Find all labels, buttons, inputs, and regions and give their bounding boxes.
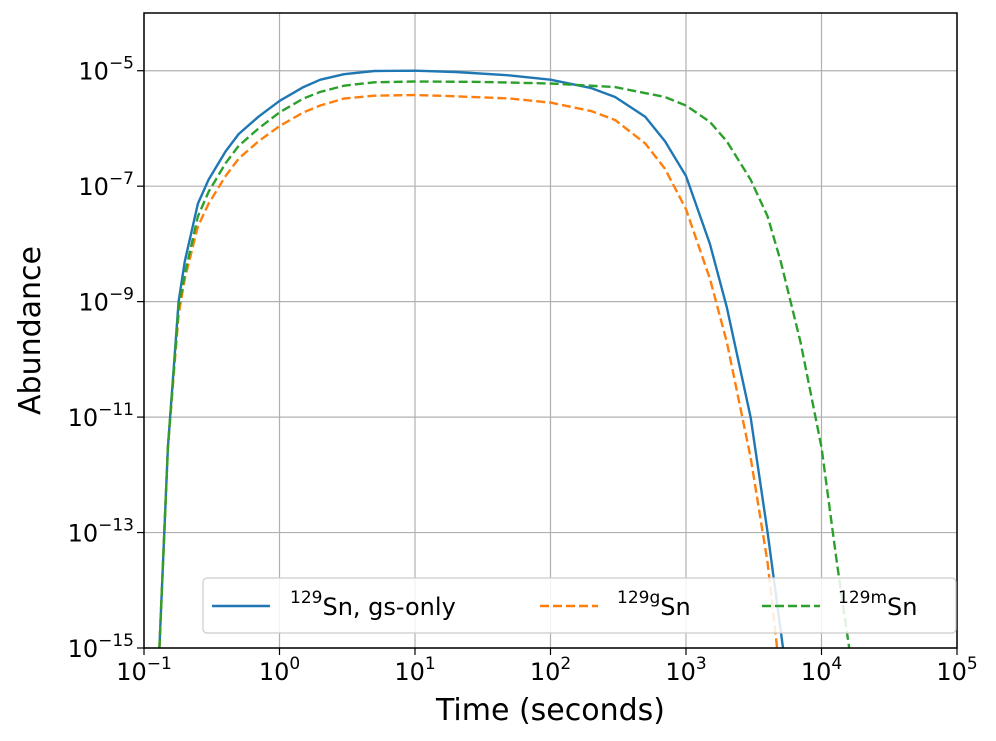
- series-lines: [158, 69, 851, 649]
- legend-label-1: 129gSn: [617, 588, 691, 621]
- x-tick-label: 103: [665, 654, 706, 686]
- y-axis-label: Abundance: [13, 246, 48, 415]
- y-tick-label: 10−9: [78, 285, 134, 317]
- x-axis-label: Time (seconds): [435, 693, 665, 728]
- series-line-2: [158, 80, 851, 649]
- legend-label-2: 129mSn: [838, 588, 917, 621]
- x-tick-label: 105: [936, 654, 977, 686]
- y-tick-label: 10−13: [68, 516, 134, 548]
- y-tick-label: 10−7: [78, 169, 134, 201]
- series-line-0: [158, 69, 785, 649]
- x-tick-label: 102: [530, 654, 571, 686]
- x-axis-ticks: 10−1 100 101 102 103 104 105: [116, 648, 978, 686]
- y-tick-label: 10−5: [78, 54, 134, 86]
- y-tick-label: 10−15: [68, 631, 134, 663]
- grid: [143, 13, 958, 649]
- x-tick-label: 10−1: [116, 654, 172, 686]
- x-tick-label: 100: [259, 654, 300, 686]
- x-tick-label: 101: [394, 654, 435, 686]
- legend: 129Sn, gs-only 129gSn 129mSn: [202, 577, 957, 634]
- series-line-1: [158, 93, 779, 649]
- y-tick-label: 10−11: [68, 400, 134, 432]
- legend-label-0: 129Sn, gs-only: [290, 588, 456, 621]
- y-axis-ticks: 10−15 10−13 10−11 10−9 10−7 10−5: [68, 54, 144, 663]
- x-tick-label: 104: [801, 654, 842, 686]
